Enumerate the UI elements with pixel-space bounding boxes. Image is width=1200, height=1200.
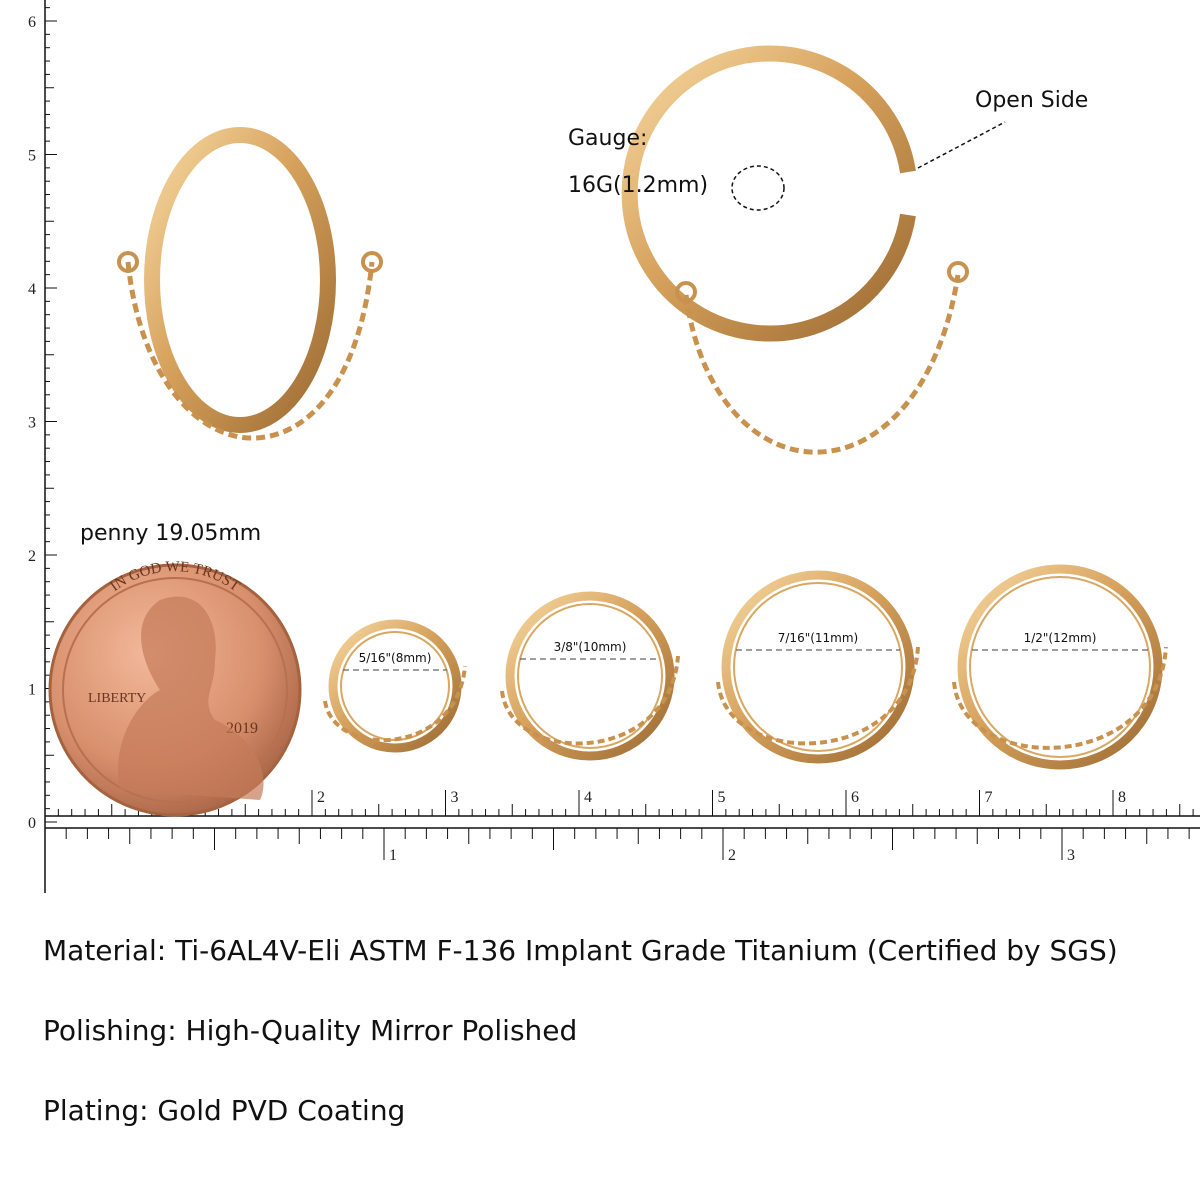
spec-line: Material: Ti-6AL4V-Eli ASTM F-136 Implan… [43,934,1118,967]
ruler-label: 2 [28,548,36,565]
specs: Material: Ti-6AL4V-Eli ASTM F-136 Implan… [43,934,1118,1127]
ring [721,570,915,764]
penny: IN GOD WE TRUST LIBERTY 2019 [48,559,302,817]
size-ring: 5/16"(8mm) [323,619,467,753]
ring [505,591,675,761]
gauge-label: Gauge: [568,126,647,151]
gauge-value: 16G(1.2mm) [568,173,708,198]
ruler-label: 0 [28,815,36,832]
size-label: 3/8"(10mm) [554,640,627,654]
ruler-label: 4 [28,281,36,298]
ruler-label: 7 [985,789,993,806]
size-label: 1/2"(12mm) [1024,631,1097,645]
chain [500,655,680,746]
ruler-label: 8 [1118,789,1126,806]
ruler-label: 2 [317,789,325,806]
spec-line: Plating: Gold PVD Coating [43,1094,405,1127]
chain [323,665,467,742]
ring-inner [517,603,663,749]
size-ring: 7/16"(11mm) [716,570,920,764]
penny-caption: penny 19.05mm [80,521,261,546]
ruler-label: 1 [28,682,36,699]
ring [957,564,1163,770]
ruler-label: 2 [728,847,736,864]
size-rings: 5/16"(8mm) 3/8"(10mm) 7/16"(11mm) 1/2"(12mm… [323,564,1168,770]
size-ring: 1/2"(12mm) [952,564,1168,770]
chain [716,646,920,746]
oval-ring [117,127,383,441]
ruler-label: 6 [28,14,36,31]
chain [952,646,1168,750]
open-side-label: Open Side [975,88,1088,113]
ring [328,619,462,753]
ruler: 0 1 2 3 4 5 6 2 3 4 5 6 7 8 1 2 3 [28,0,1200,893]
size-label: 5/16"(8mm) [359,651,432,665]
ring-inner [340,631,450,741]
size-ring: 3/8"(10mm) [500,591,680,761]
ruler-label: 6 [851,789,859,806]
ruler-label: 5 [28,148,36,165]
open-ring [621,45,1006,455]
penny-liberty: LIBERTY [88,691,146,706]
ruler-label: 5 [718,789,726,806]
ruler-label: 1 [389,847,397,864]
spec-line: Polishing: High-Quality Mirror Polished [43,1014,577,1047]
ring-inner [969,576,1151,758]
ruler-label: 3 [451,789,459,806]
ruler-label: 3 [1067,847,1075,864]
ruler-label: 3 [28,415,36,432]
ruler-label: 4 [584,789,592,806]
size-label: 7/16"(11mm) [778,631,858,645]
ring-inner [733,582,903,752]
